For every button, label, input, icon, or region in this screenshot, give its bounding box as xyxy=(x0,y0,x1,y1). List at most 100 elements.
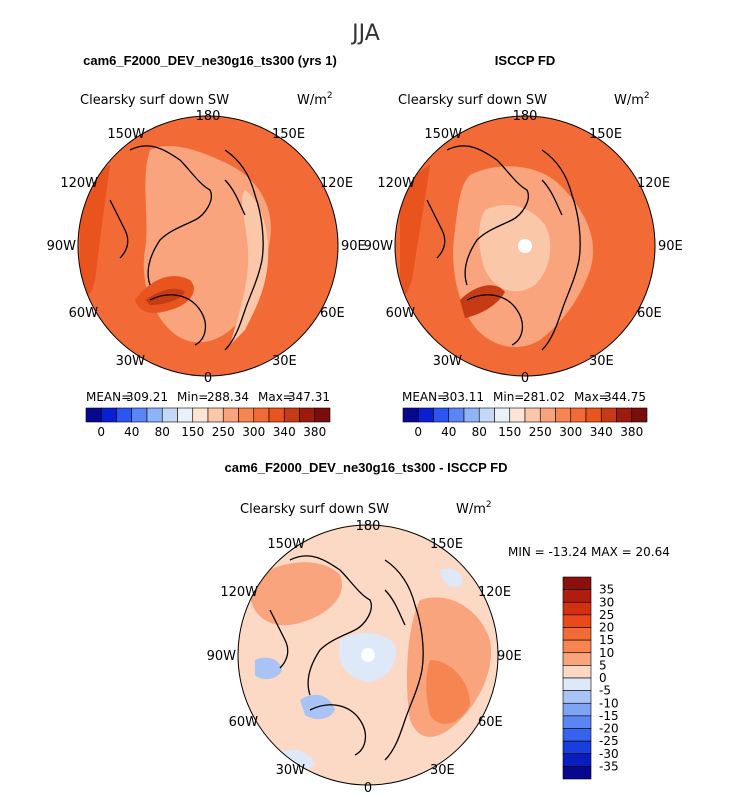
colorbar-swatch xyxy=(585,407,602,423)
colorbar-swatch xyxy=(562,652,592,666)
colorbar-tick-label: 40 xyxy=(124,425,139,439)
colorbar-tick-label: -10 xyxy=(599,696,619,710)
colorbar-tick-label: -30 xyxy=(599,747,619,761)
panel-obs: ISCCP FD Clearsky surf down SW W/m2 180 … xyxy=(364,53,683,439)
colorbar-tick-label: -15 xyxy=(599,709,619,723)
colorbar-tick-label: 340 xyxy=(590,425,613,439)
colorbar-swatch xyxy=(562,589,592,603)
colorbar-swatch xyxy=(314,407,331,423)
panel-model-max-value: 347.31 xyxy=(288,390,330,404)
colorbar-swatch xyxy=(146,407,163,423)
colorbar-tick-label: 0 xyxy=(97,425,105,439)
lon-label-30e-b: 30E xyxy=(589,354,614,369)
lon-label-150e-c: 150E xyxy=(430,537,463,552)
colorbar-tick-label: -5 xyxy=(599,684,611,698)
colorbar-tick-label: 40 xyxy=(441,425,456,439)
colorbar-swatch xyxy=(222,407,239,423)
colorbar-tick-label: 30 xyxy=(599,595,614,609)
colorbar-tick-label: -20 xyxy=(599,722,619,736)
panel-model: cam6_F2000_DEV_ne30g16_ts300 (yrs 1) Cle… xyxy=(47,53,366,439)
colorbar-tick-label: 35 xyxy=(599,583,614,597)
colorbar-swatch xyxy=(570,407,587,423)
lon-label-90e: 90E xyxy=(341,239,366,254)
colorbar-swatch xyxy=(562,690,592,704)
colorbar-swatch xyxy=(238,407,255,423)
colorbar-swatch xyxy=(131,407,148,423)
colorbar-swatch xyxy=(562,627,592,641)
panel-model-colorbar: 0 40 80 150 250 300 340 380 xyxy=(85,407,331,439)
panel-model-mean-label: MEAN= xyxy=(86,390,131,404)
colorbar-tick-label: -35 xyxy=(599,759,619,773)
lon-label-120w: 120W xyxy=(60,176,98,191)
panel-diff-minmax: MIN = -13.24 MAX = 20.64 xyxy=(508,545,670,559)
colorbar-tick-label: -25 xyxy=(599,734,619,748)
colorbar-swatch xyxy=(116,407,133,423)
colorbar-swatch xyxy=(562,728,592,742)
panel-obs-max-value: 344.75 xyxy=(604,390,646,404)
lon-label-0-b: 0 xyxy=(521,371,529,386)
colorbar-swatch xyxy=(177,407,194,423)
lon-label-60e: 60E xyxy=(320,306,345,321)
colorbar-swatch xyxy=(562,702,592,717)
panel-model-max-label: Max= xyxy=(258,390,293,404)
lon-label-150w-c: 150W xyxy=(267,537,305,552)
panel-obs-max-label: Max= xyxy=(574,390,609,404)
panel-obs-colorbar: 0 40 80 150 250 300 340 380 xyxy=(402,407,648,439)
colorbar-swatch xyxy=(509,407,526,423)
colorbar-swatch xyxy=(100,407,117,423)
lon-label-150e-b: 150E xyxy=(589,127,622,142)
panel-obs-title: ISCCP FD xyxy=(495,53,555,68)
colorbar-swatch xyxy=(555,407,572,423)
colorbar-swatch xyxy=(616,407,633,423)
colorbar-tick-label: 380 xyxy=(303,425,326,439)
colorbar-swatch xyxy=(562,740,592,755)
lon-label-30w-b: 30W xyxy=(433,354,463,369)
panel-obs-variable: Clearsky surf down SW xyxy=(398,93,547,108)
colorbar-swatch xyxy=(192,407,209,423)
panel-model-map xyxy=(78,116,338,376)
lon-label-150w: 150W xyxy=(107,127,145,142)
colorbar-swatch xyxy=(600,407,617,423)
colorbar-swatch xyxy=(268,407,285,423)
colorbar-tick-label: 80 xyxy=(155,425,170,439)
colorbar-tick-label: 5 xyxy=(599,658,607,672)
colorbar-tick-label: 150 xyxy=(181,425,204,439)
colorbar-swatch xyxy=(161,407,178,423)
colorbar-swatch xyxy=(494,407,511,423)
colorbar-swatch xyxy=(463,407,480,423)
panel-model-variable: Clearsky surf down SW xyxy=(80,93,229,108)
lon-label-30e-c: 30E xyxy=(430,763,455,778)
colorbar-tick-label: 340 xyxy=(273,425,296,439)
lon-label-150e: 150E xyxy=(272,127,305,142)
lon-label-60w-c: 60W xyxy=(229,715,259,730)
lon-label-90w-b: 90W xyxy=(364,239,394,254)
colorbar-swatch xyxy=(207,407,224,423)
panel-obs-min-label: Min= xyxy=(493,390,524,404)
panel-model-min-value: 288.34 xyxy=(207,390,249,404)
colorbar-tick-label: 20 xyxy=(599,621,614,635)
colorbar-tick-label: 10 xyxy=(599,646,614,660)
colorbar-tick-label: 150 xyxy=(498,425,521,439)
panel-model-title: cam6_F2000_DEV_ne30g16_ts300 (yrs 1) xyxy=(83,53,337,68)
lon-label-90w-c: 90W xyxy=(207,649,237,664)
colorbar-swatch xyxy=(417,407,434,423)
lon-label-180-c: 180 xyxy=(356,519,381,534)
lon-label-0-c: 0 xyxy=(364,781,372,796)
lon-label-60w: 60W xyxy=(69,306,99,321)
colorbar-swatch xyxy=(562,766,592,780)
colorbar-swatch xyxy=(448,407,465,423)
season-title: JJA xyxy=(350,21,380,46)
panel-obs-min-value: 281.02 xyxy=(523,390,565,404)
colorbar-swatch xyxy=(402,407,419,423)
colorbar-tick-label: 300 xyxy=(242,425,265,439)
lon-label-120e-c: 120E xyxy=(478,585,511,600)
colorbar-tick-label: 15 xyxy=(599,633,614,647)
colorbar-tick-label: 25 xyxy=(599,608,614,622)
colorbar-swatch xyxy=(562,665,592,679)
colorbar-tick-label: 250 xyxy=(529,425,552,439)
lon-label-30e: 30E xyxy=(272,354,297,369)
lon-label-60w-b: 60W xyxy=(386,306,416,321)
colorbar-swatch xyxy=(562,753,592,767)
